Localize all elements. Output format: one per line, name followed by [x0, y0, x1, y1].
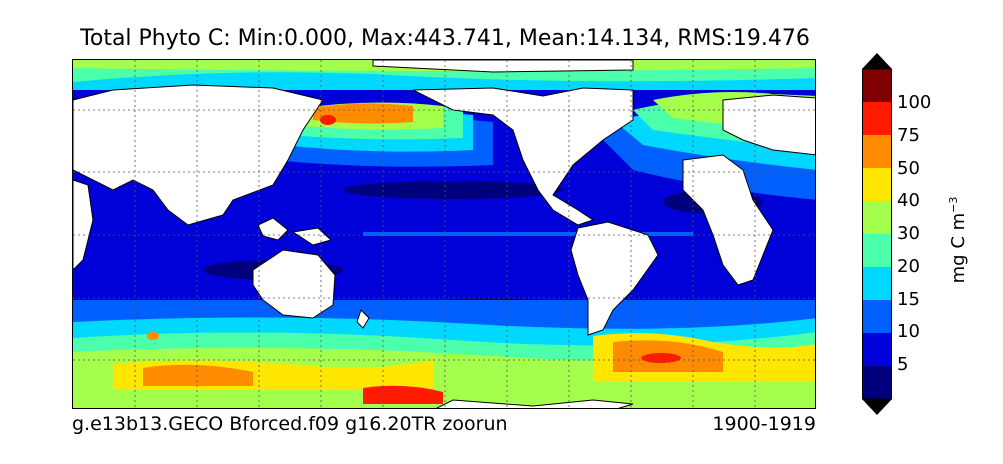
europe-land — [722, 94, 815, 156]
africa-edge-land — [73, 179, 94, 271]
colorbar-tick-75: 75 — [897, 125, 920, 146]
colorbar-band — [862, 267, 892, 301]
new-guinea-land — [291, 227, 332, 246]
new-zealand-land — [356, 309, 370, 329]
colorbar-units-label: mg C m−3 — [947, 197, 969, 284]
colorbar-tick-5: 5 — [897, 354, 909, 375]
colorbar-tick-40: 40 — [897, 190, 920, 211]
colorbar-band — [862, 333, 892, 367]
south-america-land — [570, 221, 659, 336]
equatorial-band — [363, 232, 693, 236]
colorbar-under-triangle — [862, 399, 892, 415]
colorbar-svg — [862, 53, 892, 415]
north-america-land — [412, 87, 634, 226]
colorbar-band — [862, 168, 892, 202]
colorbar-band — [862, 300, 892, 334]
southern-ocean-bands — [73, 300, 815, 408]
phyto-carbon-map — [72, 59, 816, 409]
asia-land — [73, 84, 324, 226]
colorbar-tick-30: 30 — [897, 223, 920, 244]
colorbar-band — [862, 366, 892, 400]
run-name-label: g.e13b13.GECO Bforced.f09 g16.20TR zooru… — [72, 413, 508, 435]
period-label: 1900-1919 — [712, 413, 816, 435]
africa-land — [682, 154, 774, 286]
australia-land — [252, 249, 336, 319]
colorbar-tick-15: 15 — [897, 289, 920, 310]
colorbar-tick-100: 100 — [897, 92, 932, 113]
colorbar-band — [862, 69, 892, 103]
colorbar-tick-50: 50 — [897, 158, 920, 179]
graticule — [73, 60, 815, 408]
colorbar-band — [862, 234, 892, 268]
land-masses — [73, 60, 815, 408]
colorbar — [862, 53, 892, 415]
units-base: mg C m — [948, 212, 969, 284]
colorbar-frame — [862, 68, 892, 400]
units-exponent: −3 — [947, 196, 960, 213]
colorbar-tick-10: 10 — [897, 321, 920, 342]
colorbar-band — [862, 102, 892, 136]
colorbar-band — [862, 201, 892, 235]
map-title: Total Phyto C: Min:0.000, Max:443.741, M… — [80, 26, 810, 51]
arctic-land — [372, 60, 634, 73]
colorbar-tick-20: 20 — [897, 256, 920, 277]
map-svg — [73, 60, 815, 408]
colorbar-band — [862, 135, 892, 169]
colorbar-over-triangle — [862, 53, 892, 69]
antarctica-land — [435, 399, 634, 408]
